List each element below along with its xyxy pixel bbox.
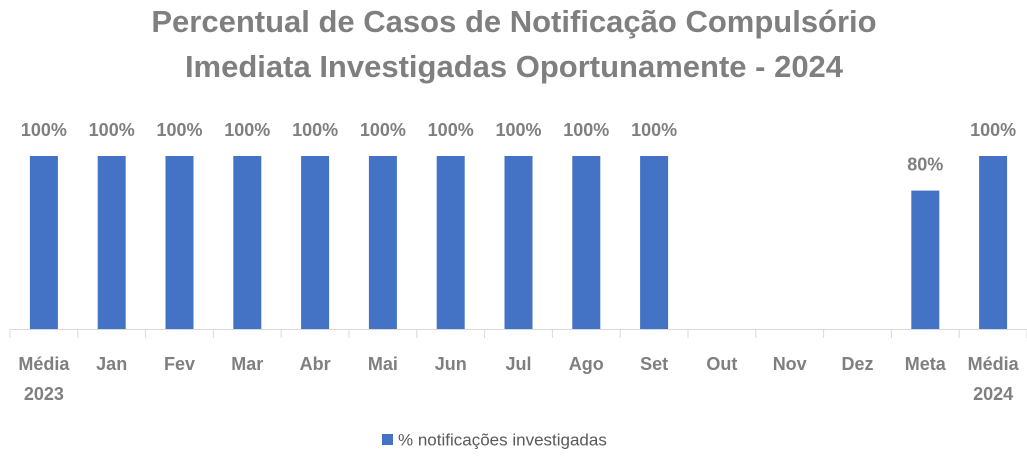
- bar: [233, 156, 262, 329]
- bar: [640, 156, 669, 329]
- x-tick-label: Dez: [841, 354, 874, 374]
- value-label: 100%: [292, 120, 338, 140]
- value-label: 100%: [631, 120, 677, 140]
- x-tick-label: Média 2024: [967, 354, 1019, 404]
- value-label: 100%: [21, 120, 67, 140]
- x-tick-label: Nov: [772, 354, 807, 374]
- x-tick-label: Abr: [299, 354, 331, 374]
- x-tick-label: Fev: [163, 354, 195, 374]
- bar: [368, 156, 397, 329]
- value-label: 100%: [156, 120, 202, 140]
- x-tick-label: Ago: [568, 354, 604, 374]
- bar: [436, 156, 465, 329]
- value-label: 100%: [89, 120, 135, 140]
- x-tick-label: Jul: [505, 354, 532, 374]
- chart-title: Percentual de Casos de Notificação Compu…: [151, 4, 876, 39]
- x-tick-label: Jun: [434, 354, 467, 374]
- value-label: 100%: [970, 120, 1016, 140]
- x-tick-label: Out: [706, 354, 738, 374]
- legend-swatch: [382, 434, 393, 445]
- value-label: 100%: [428, 120, 474, 140]
- x-tick-label: Jan: [96, 354, 128, 374]
- x-tick-label: Mai: [367, 354, 398, 374]
- chart-title: Imediata Investigadas Oportunamente - 20…: [185, 49, 844, 84]
- bar: [504, 156, 533, 329]
- x-tick-label: Média 2023: [18, 354, 70, 404]
- bar: [911, 190, 940, 329]
- value-label: 100%: [563, 120, 609, 140]
- x-tick-label: Meta: [904, 354, 946, 374]
- value-label: 100%: [360, 120, 406, 140]
- x-tick-label: Set: [640, 354, 669, 374]
- bar: [301, 156, 330, 329]
- bar: [572, 156, 601, 329]
- bar: [165, 156, 194, 329]
- x-tick-label: Mar: [231, 354, 264, 374]
- bar: [97, 156, 126, 329]
- value-label: 100%: [224, 120, 270, 140]
- bar: [29, 156, 58, 329]
- legend-label: % notificações investigadas: [398, 430, 607, 449]
- bar: [979, 156, 1008, 329]
- value-label: 80%: [907, 154, 943, 174]
- value-label: 100%: [495, 120, 541, 140]
